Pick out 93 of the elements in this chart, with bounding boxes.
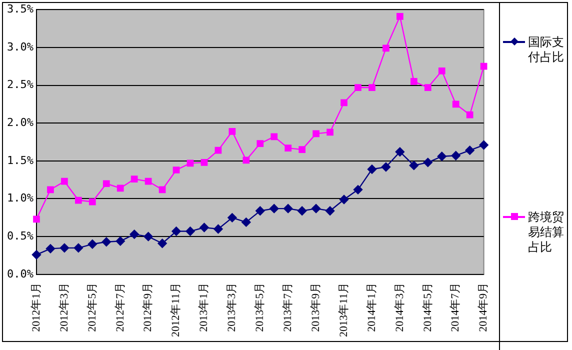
point <box>340 99 348 106</box>
point <box>339 194 349 204</box>
point <box>158 186 166 194</box>
point <box>102 180 110 188</box>
point <box>88 240 98 249</box>
y-tick-label: 1.5% <box>6 154 34 167</box>
point <box>47 186 54 194</box>
y-tick-label: 2.0% <box>6 116 34 129</box>
x-tick-label: 2013年9月 <box>310 282 322 332</box>
point <box>130 176 138 183</box>
point <box>144 232 153 242</box>
point <box>424 84 432 91</box>
point <box>381 162 391 172</box>
point <box>116 184 124 192</box>
x-tick-label: 2012年11月 <box>170 282 182 337</box>
x-tick-label: 2012年1月 <box>30 282 42 332</box>
point <box>200 222 209 232</box>
point <box>284 204 293 214</box>
point <box>88 198 96 206</box>
point <box>200 159 208 166</box>
point <box>270 133 278 140</box>
point <box>61 178 68 185</box>
point <box>326 128 334 136</box>
point <box>325 206 335 216</box>
point <box>60 243 70 253</box>
x-tick-label: 2013年7月 <box>282 282 294 332</box>
x-tick-label: 2013年1月 <box>198 282 210 332</box>
point <box>158 238 167 248</box>
point <box>409 160 419 170</box>
point <box>395 147 405 156</box>
point <box>256 140 264 147</box>
x-tick-label: 2014年9月 <box>478 282 490 332</box>
x-tick-label: 2012年7月 <box>114 282 126 332</box>
x-tick-label: 2014年1月 <box>366 282 378 332</box>
y-tick-label: 1.0% <box>6 192 34 205</box>
point <box>228 213 237 222</box>
point <box>130 230 139 239</box>
point <box>186 160 194 167</box>
point <box>270 204 279 214</box>
point <box>311 204 321 214</box>
point <box>465 146 474 155</box>
point <box>116 236 125 246</box>
point <box>466 111 474 118</box>
point <box>396 12 404 20</box>
point <box>423 158 432 168</box>
point <box>214 224 223 234</box>
x-tick-label: 2013年11月 <box>338 282 350 337</box>
point <box>353 185 363 194</box>
y-tick-label: 0.0% <box>6 267 34 280</box>
x-tick-label: 2013年5月 <box>254 282 266 332</box>
point <box>284 144 292 152</box>
point <box>410 78 418 85</box>
point <box>367 164 377 174</box>
y-tick-label: 0.5% <box>6 229 34 242</box>
point <box>452 100 460 108</box>
point <box>437 152 446 161</box>
legend-label: 跨境贸易结算占比 <box>528 210 565 255</box>
point <box>172 166 180 174</box>
point <box>256 206 265 216</box>
point <box>242 218 251 227</box>
point <box>479 140 488 150</box>
point <box>74 196 82 204</box>
point <box>480 62 488 70</box>
point <box>451 151 460 160</box>
point <box>382 44 390 52</box>
x-tick-label: 2013年3月 <box>226 282 238 332</box>
x-tick-label: 2012年3月 <box>58 282 70 332</box>
y-tick-label: 3.5% <box>6 2 34 16</box>
y-tick-label: 2.5% <box>6 78 34 92</box>
point <box>242 156 250 164</box>
x-tick-label: 2014年5月 <box>422 282 434 332</box>
point <box>354 84 362 91</box>
point <box>33 216 40 223</box>
point <box>144 178 152 185</box>
point <box>214 146 222 154</box>
point <box>298 146 306 153</box>
point <box>312 130 320 138</box>
point <box>32 250 42 260</box>
point <box>172 226 181 236</box>
point <box>46 244 56 254</box>
point <box>228 128 236 135</box>
x-tick-label: 2012年5月 <box>86 282 98 332</box>
point <box>186 226 195 236</box>
point <box>368 84 376 91</box>
x-tick-label: 2012年9月 <box>142 282 154 332</box>
point <box>297 206 307 216</box>
legend-label: 国际支付占比 <box>528 35 565 65</box>
point <box>438 67 446 74</box>
y-tick-label: 3.0% <box>6 40 34 54</box>
point <box>74 243 84 253</box>
x-tick-label: 2014年3月 <box>394 282 406 332</box>
point <box>102 237 111 246</box>
x-tick-label: 2014年7月 <box>450 282 462 332</box>
